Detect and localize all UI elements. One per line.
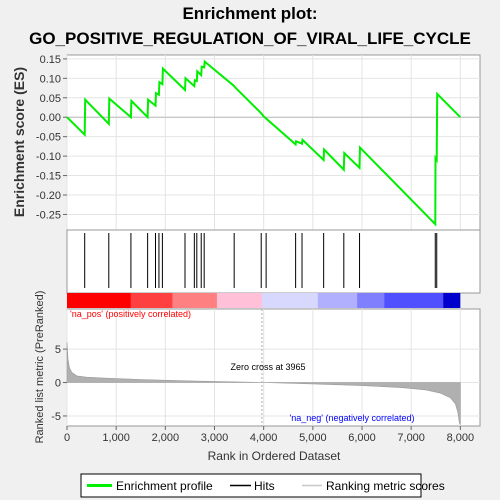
- zero-cross-label: Zero cross at 3965: [230, 362, 305, 372]
- metric-y-tick-label: -5: [51, 411, 61, 423]
- x-tick-label: 7,000: [397, 432, 425, 444]
- x-tick-label: 6,000: [348, 432, 376, 444]
- legend-label-enrichment-profile: Enrichment profile: [116, 479, 213, 493]
- es-y-axis-label: Enrichment score (ES): [11, 67, 27, 217]
- x-tick-label: 0: [64, 432, 70, 444]
- es-y-tick-label: 0.10: [40, 73, 61, 85]
- legend-label-ranking-metric: Ranking metric scores: [326, 479, 445, 493]
- es-panel-frame: [66, 54, 481, 231]
- ranking-heat-bar: [67, 293, 461, 308]
- heat-bar-segment: [172, 293, 217, 308]
- es-grid: [66, 55, 480, 230]
- es-y-tick-label: 0.00: [40, 112, 61, 124]
- metric-y-tick-label: 5: [55, 344, 61, 356]
- heat-bar-segment: [261, 293, 318, 308]
- metric-panel: 50-5 'na_pos' (positively correlated) Ze…: [34, 291, 481, 444]
- positive-correlation-label: 'na_pos' (positively correlated): [70, 309, 191, 319]
- x-tick-label: 2,000: [152, 432, 180, 444]
- es-panel: 0.15 0.10 0.05 0.00 -0.05 -0.10 -0.15 -0.20 -0.2…: [11, 54, 481, 231]
- enrichment-profile-line: [66, 59, 462, 227]
- heat-bar-segment: [384, 293, 444, 308]
- heat-bar-segment: [443, 293, 461, 308]
- ranking-metric-fill: [66, 342, 461, 425]
- hits-panel: [66, 229, 481, 308]
- heat-bar-segment: [67, 293, 131, 308]
- x-axis-label: Rank in Ordered Dataset: [208, 449, 341, 463]
- hit-lines: [84, 233, 438, 288]
- es-y-tick-label: -0.10: [36, 151, 61, 163]
- es-y-tick-label: -0.25: [36, 209, 61, 221]
- hits-panel-frame: [66, 229, 481, 294]
- x-tick-label: 8,000: [447, 432, 475, 444]
- heat-bar-segment: [130, 293, 173, 308]
- legend-label-hits: Hits: [254, 479, 275, 493]
- heat-bar-segment: [317, 293, 358, 308]
- chart-title-line2: GO_POSITIVE_REGULATION_OF_VIRAL_LIFE_CYC…: [29, 29, 471, 48]
- heat-bar-segment: [357, 293, 385, 308]
- x-tick-label: 3,000: [201, 432, 229, 444]
- es-y-tick-label: -0.05: [36, 132, 61, 144]
- x-tick-label: 1,000: [102, 432, 130, 444]
- legend: Enrichment profile Hits Ranking metric s…: [80, 473, 445, 498]
- x-tick-label: 4,000: [250, 432, 278, 444]
- es-y-tick-label: -0.15: [36, 171, 61, 183]
- chart-title-line1: Enrichment plot:: [182, 4, 317, 23]
- heat-bar-segment: [216, 293, 262, 308]
- metric-y-ticks: 5 0 -5: [51, 344, 67, 423]
- es-y-tick-label: -0.20: [36, 190, 61, 202]
- negative-correlation-label: 'na_neg' (negatively correlated): [289, 413, 414, 423]
- metric-y-axis-label: Ranked list metric (PreRanked): [34, 291, 46, 444]
- x-tick-label: 5,000: [299, 432, 327, 444]
- x-axis-ticks: 0 1,000 2,000 3,000 4,000 5,000 6,000 7,000 8,00…: [64, 426, 474, 444]
- es-y-ticks: 0.15 0.10 0.05 0.00 -0.05 -0.10 -0.15 -0.20 -0.2…: [36, 54, 67, 221]
- es-y-tick-label: 0.15: [40, 54, 61, 66]
- metric-y-tick-label: 0: [55, 378, 61, 390]
- es-y-tick-label: 0.05: [40, 93, 61, 105]
